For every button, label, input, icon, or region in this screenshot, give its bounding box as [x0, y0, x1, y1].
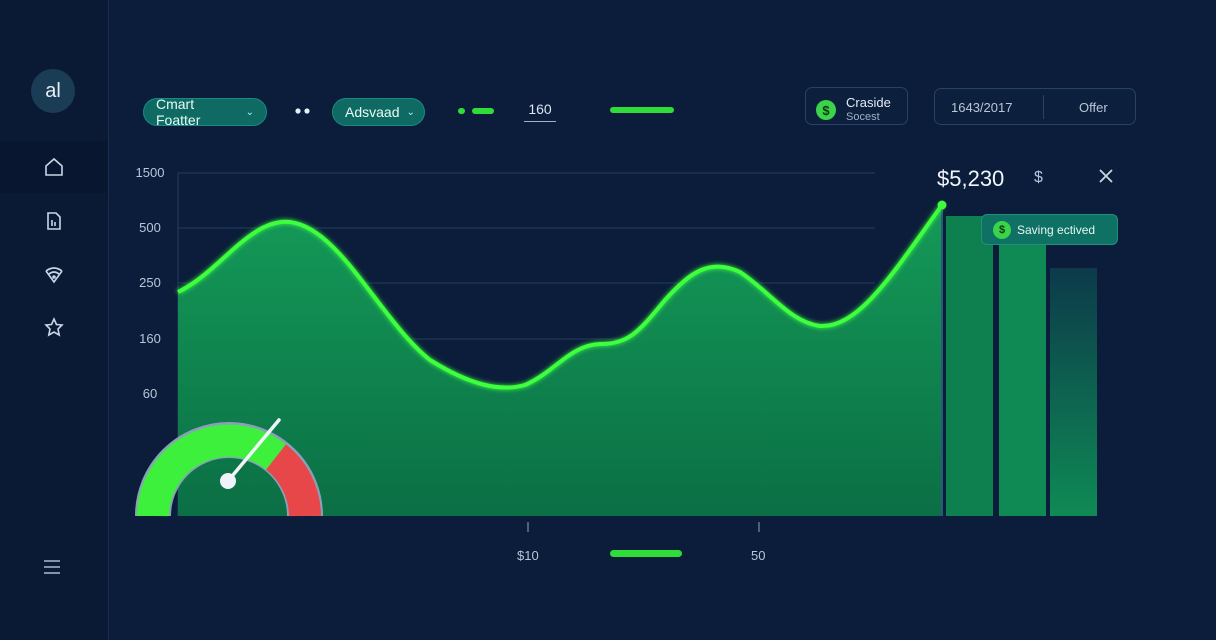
- menu-icon[interactable]: [42, 558, 62, 576]
- document-icon: [47, 212, 61, 230]
- currency-toggle[interactable]: $: [1034, 169, 1043, 186]
- total-amount: $5,230: [937, 166, 1005, 191]
- close-icon[interactable]: [1098, 168, 1114, 184]
- sidebar-item-documents[interactable]: [0, 195, 108, 247]
- data-point: [937, 200, 947, 210]
- date-offer-card: 1643/2017 Offer: [934, 88, 1136, 125]
- advanced-dropdown[interactable]: Adsvaad ⌄: [332, 98, 425, 126]
- area-fill: [178, 205, 942, 516]
- gauge: [135, 418, 323, 517]
- bar: [999, 228, 1046, 516]
- gauge-needle: [226, 418, 281, 483]
- card-title: Craside: [846, 95, 891, 110]
- filter-dropdown[interactable]: Cmart Foatter ⌄: [143, 96, 267, 128]
- range-dot[interactable]: [458, 108, 465, 114]
- y-tick-label: 500: [139, 220, 161, 235]
- y-tick-label: 250: [139, 275, 161, 290]
- dollar-coin-icon: $: [993, 220, 1011, 239]
- filter-label: Cmart Foatter: [156, 96, 201, 128]
- account-card[interactable]: $ Craside Socest: [805, 87, 908, 125]
- sidebar: al: [0, 0, 109, 640]
- range-slider-track[interactable]: [610, 107, 674, 113]
- value-input[interactable]: 160: [524, 101, 556, 122]
- gauge-red-arc: [265, 444, 321, 517]
- divider: [1043, 95, 1044, 119]
- chevron-down-icon: ⌄: [245, 106, 254, 118]
- range-segment[interactable]: [472, 108, 494, 114]
- more-dots-icon[interactable]: [294, 106, 314, 116]
- date-field[interactable]: 1643/2017: [951, 100, 1013, 115]
- x-tick-label: $10: [517, 548, 539, 563]
- sidebar-item-favorites[interactable]: [0, 301, 108, 353]
- home-icon: [45, 157, 63, 176]
- sidebar-item-network[interactable]: [0, 248, 108, 300]
- series-line: [177, 203, 944, 390]
- sidebar-item-home[interactable]: [0, 141, 108, 193]
- bar: [946, 216, 993, 516]
- wifi-shield-icon: [45, 267, 63, 284]
- dollar-coin-icon: $: [816, 100, 836, 120]
- y-tick-label: 160: [139, 331, 161, 346]
- offer-button[interactable]: Offer: [1079, 100, 1108, 115]
- advanced-label: Adsvaad: [345, 104, 400, 120]
- star-icon: [44, 317, 64, 337]
- gauge-hub: [220, 473, 236, 489]
- badge-label: Saving ectived: [1017, 222, 1096, 237]
- y-tick-label: 1500: [135, 165, 165, 180]
- bar: [1050, 268, 1097, 516]
- x-tick-label: 50: [751, 548, 766, 563]
- card-subtitle: Socest: [846, 111, 880, 123]
- chevron-down-icon: ⌄: [406, 106, 415, 118]
- avatar[interactable]: al: [31, 69, 75, 113]
- y-tick-label: 60: [142, 386, 158, 401]
- status-badge: $ Saving ectived: [981, 214, 1118, 245]
- x-range-slider: [610, 550, 682, 557]
